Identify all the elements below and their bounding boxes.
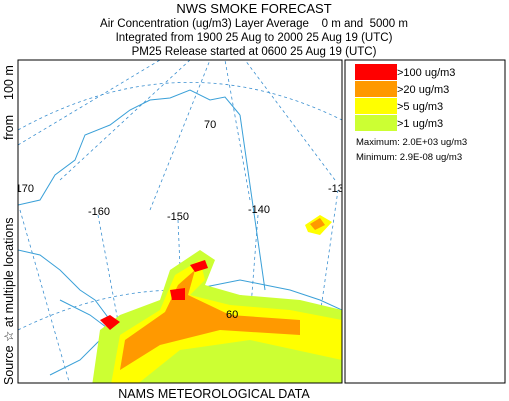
grid-label: -130 xyxy=(328,183,350,195)
from-label: from xyxy=(2,115,16,140)
legend: >100 ug/m3 >20 ug/m3 >5 ug/m3 >1 ug/m3 xyxy=(355,64,455,131)
grid-label: 70 xyxy=(204,119,216,131)
legend-swatch xyxy=(355,115,397,131)
maximum: Maximum: 2.0E+03 ug/m3 xyxy=(356,137,467,148)
legend-swatch xyxy=(355,98,397,114)
legend-frame xyxy=(344,59,506,384)
legend-label: >5 ug/m3 xyxy=(397,101,443,113)
subtitle: Integrated from 1900 25 Aug to 2000 25 A… xyxy=(116,32,393,44)
subtitle: PM25 Release started at 0600 25 Aug 19 (… xyxy=(132,46,377,58)
map-frame: -170 -160 -150 -140 -130 70 60 xyxy=(12,59,350,384)
title: NWS SMOKE FORECAST xyxy=(176,1,331,16)
grid-label: -140 xyxy=(248,204,270,216)
source-label: Source ☆ at multiple locations xyxy=(2,217,16,385)
legend-label: >1 ug/m3 xyxy=(397,118,443,130)
side-label: Source ☆ at multiple locations from 100 … xyxy=(2,65,16,385)
grid-label: -150 xyxy=(167,211,189,223)
map-labels: -170 -160 -150 -140 -130 70 60 xyxy=(12,119,350,321)
grid-label: 60 xyxy=(226,309,238,321)
legend-swatch xyxy=(355,81,397,97)
subtitle: Air Concentration (ug/m3) Layer Average … xyxy=(100,18,408,30)
grid-label: -170 xyxy=(12,183,34,195)
legend-label: >20 ug/m3 xyxy=(397,84,449,96)
legend-label: >100 ug/m3 xyxy=(397,67,455,79)
height-label: 100 m xyxy=(2,65,16,100)
minimum: Minimum: 2.9E-08 ug/m3 xyxy=(356,152,462,163)
smoke-plume xyxy=(92,215,342,383)
footer: NAMS METEOROLOGICAL DATA xyxy=(118,387,310,401)
grid-label: -160 xyxy=(88,206,110,218)
legend-swatch xyxy=(355,64,397,80)
